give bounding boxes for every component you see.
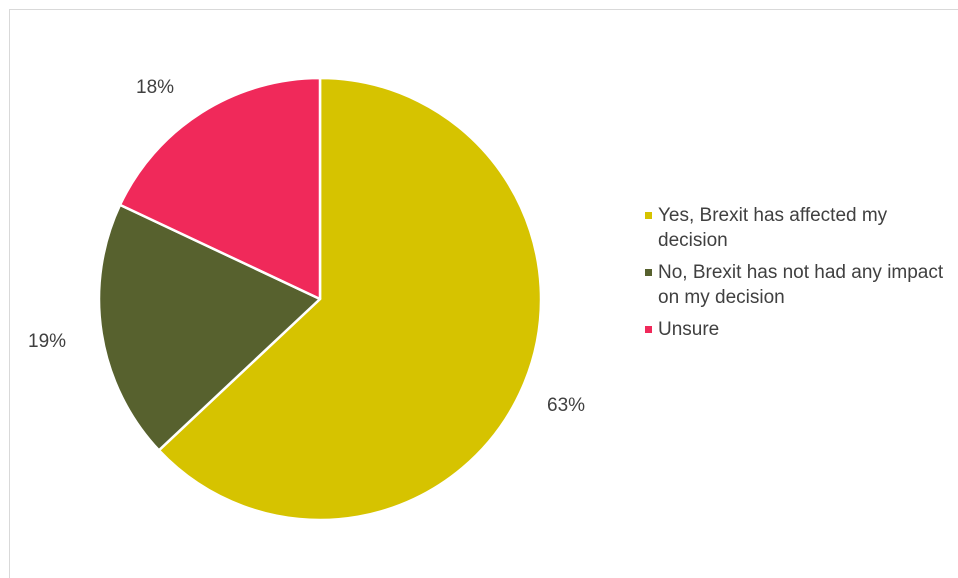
legend-entry-yes: Yes, Brexit has affected my decision (645, 203, 950, 253)
legend-label-unsure: Unsure (658, 319, 720, 340)
legend-swatch-no (645, 269, 652, 276)
pie-slice-unsure (118, 76, 322, 301)
legend-swatch-yes (645, 212, 652, 219)
legend-label-yes: Yes, Brexit has affected my decision (658, 205, 888, 251)
pie-slice-no (97, 203, 322, 452)
data-label-yes: 63% (547, 395, 586, 416)
pie-slice-yes (157, 76, 543, 522)
data-label-unsure: 18% (136, 77, 175, 98)
legend-entry-unsure: Unsure (645, 317, 950, 342)
legend: Yes, Brexit has affected my decision No,… (645, 203, 950, 349)
legend-label-no: No, Brexit has not had any impact on my … (658, 262, 944, 308)
data-label-no: 19% (28, 331, 67, 352)
legend-swatch-unsure (645, 326, 652, 333)
legend-entry-no: No, Brexit has not had any impact on my … (645, 260, 950, 310)
